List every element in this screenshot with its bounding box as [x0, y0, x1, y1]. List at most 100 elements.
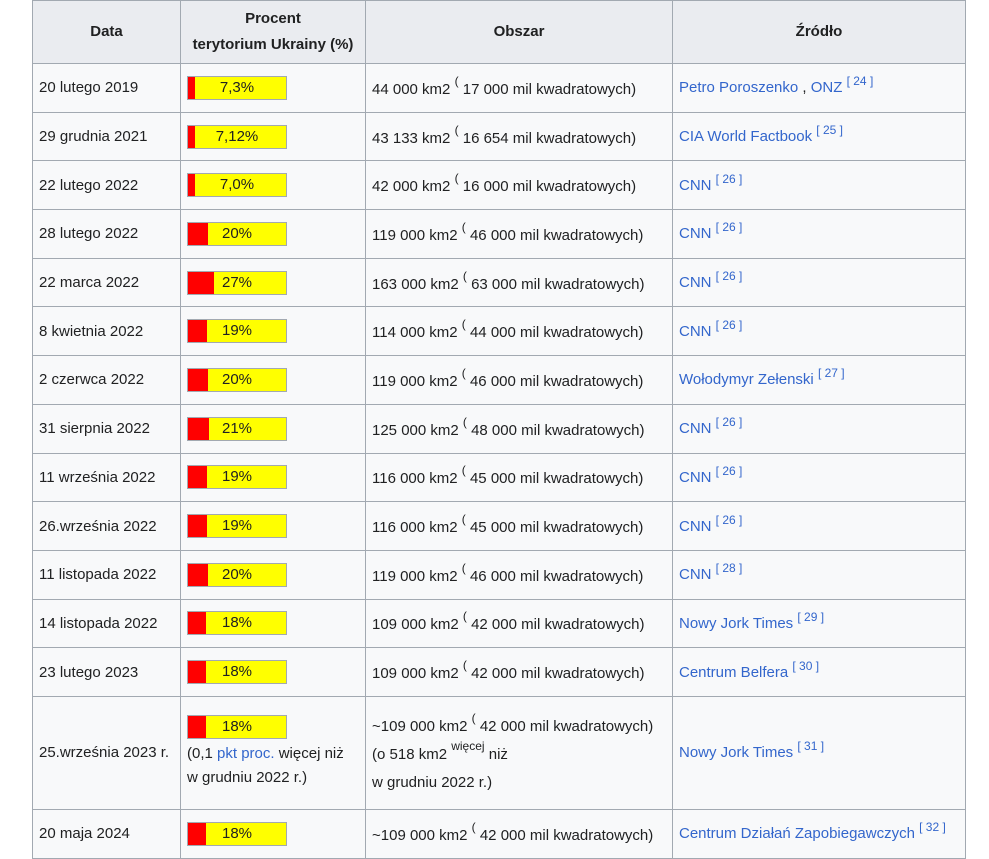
source-link[interactable]: CIA World Factbook	[679, 128, 813, 146]
date-cell: 20 maja 2024	[32, 808, 181, 859]
area-line3: w grudniu 2022 r.)	[372, 774, 493, 792]
percent-bar-label: 20%	[221, 565, 253, 583]
date-cell: 14 listopada 2022	[32, 598, 181, 649]
reference-link[interactable]: [ 26 ]	[715, 269, 743, 284]
reference-link[interactable]: [ 27 ]	[817, 366, 845, 381]
percent-cell: 18%	[180, 598, 366, 649]
percent-bar-label: 27%	[221, 273, 253, 291]
date-cell: 31 sierpnia 2022	[32, 403, 181, 454]
percent-bar-label: 20%	[221, 224, 253, 242]
source-link[interactable]: Wołodymyr Zełenski	[679, 371, 814, 389]
reference-link[interactable]: [ 31 ]	[797, 739, 825, 754]
area-km2: ~109 000 km2	[372, 718, 468, 736]
table-row: 26.września 2022 19% 116 000 km2 ( 45 000 …	[32, 501, 966, 551]
source-cell: CNN [ 26 ]	[672, 452, 966, 503]
source-link[interactable]: Nowy Jork Times	[679, 614, 794, 632]
date-cell: 26.września 2022	[32, 501, 181, 551]
reference-link[interactable]: [ 26 ]	[715, 415, 743, 430]
source-link[interactable]: Petro Poroszenko	[679, 79, 799, 97]
source-link[interactable]: CNN	[679, 566, 712, 584]
area-paren: (	[462, 609, 467, 624]
percent-bar-fill	[188, 320, 207, 343]
area-km2: 114 000 km2	[372, 324, 458, 342]
area-mi: 42 000 mil kwadratowych)	[479, 826, 654, 844]
percent-bar-fill	[188, 466, 207, 489]
percent-bar-label: 21%	[221, 419, 253, 437]
reference-link[interactable]: [ 32 ]	[919, 820, 946, 835]
header-area[interactable]: Obszar	[365, 0, 673, 64]
area-paren: (	[454, 171, 459, 186]
percent-bar: 18%	[187, 660, 287, 685]
percent-bar-label: 18%	[221, 717, 253, 735]
table-body: 20 lutego 2019 7,3% 44 000 km2 ( 17 000 mi…	[32, 63, 966, 859]
source-cell: CNN [ 26 ]	[672, 257, 966, 308]
area-mi: 42 000 mil kwadratowych)	[471, 616, 645, 634]
note-text-a: (0,1	[187, 744, 218, 762]
source-cell: CNN [ 28 ]	[672, 549, 966, 600]
area-paren: (	[454, 122, 459, 137]
area-cell: 44 000 km2 ( 17 000 mil kwadratowych)	[365, 63, 673, 113]
source-link[interactable]: CNN	[679, 322, 712, 340]
percent-bar: 7,3%	[187, 75, 287, 100]
reference-link[interactable]: [ 26 ]	[715, 317, 743, 332]
percent-bar-label: 7,12%	[215, 127, 259, 145]
percent-bar: 7,0%	[187, 173, 287, 198]
area-mi: 46 000 mil kwadratowych)	[469, 226, 644, 244]
area-cell: 109 000 km2 ( 42 000 mil kwadratowych)	[365, 647, 673, 697]
area-mi: 48 000 mil kwadratowych)	[471, 421, 645, 439]
area-mi: 46 000 mil kwadratowych)	[469, 567, 644, 585]
source-cell: Centrum Belfera [ 30 ]	[672, 647, 966, 697]
date-cell: 11 listopada 2022	[32, 549, 181, 600]
source-cell: CIA World Factbook [ 25 ]	[672, 111, 966, 162]
reference-link[interactable]: [ 25 ]	[816, 123, 843, 138]
area-cell: 125 000 km2 ( 48 000 mil kwadratowych)	[365, 403, 673, 454]
source-link[interactable]: CNN	[679, 468, 712, 486]
source-link[interactable]: CNN	[679, 274, 712, 292]
reference-link[interactable]: [ 29 ]	[797, 609, 825, 624]
percent-cell: 7,0%	[180, 160, 366, 211]
date-cell: 20 lutego 2019	[32, 63, 181, 113]
source-link[interactable]: Nowy Jork Times	[679, 744, 794, 762]
reference-link[interactable]: [ 26 ]	[715, 463, 743, 478]
reference-link[interactable]: [ 26 ]	[715, 171, 743, 186]
area-paren: (	[471, 819, 476, 834]
percent-cell: 20%	[180, 355, 366, 405]
area-cell: ~109 000 km2 ( 42 000 mil kwadratowych) …	[365, 695, 673, 810]
source-link[interactable]: CNN	[679, 225, 712, 243]
reference-link[interactable]: [ 24 ]	[846, 74, 874, 89]
percent-bar: 20%	[187, 221, 287, 246]
date-cell: 23 lutego 2023	[32, 647, 181, 697]
area-paren: (	[461, 365, 466, 380]
area-paren: (	[462, 414, 467, 429]
reference-link[interactable]: [ 26 ]	[715, 220, 743, 235]
area-mi: 45 000 mil kwadratowych)	[469, 470, 644, 488]
percent-cell: 7,3%	[180, 63, 366, 113]
source-link[interactable]: CNN	[679, 176, 712, 194]
percent-bar-label: 7,0%	[219, 176, 255, 194]
source-link-2[interactable]: ONZ	[810, 79, 843, 97]
reference-link[interactable]: [ 26 ]	[715, 512, 743, 527]
area-paren: (	[461, 463, 466, 478]
source-link[interactable]: CNN	[679, 420, 712, 438]
header-percent[interactable]: Procent terytorium Ukrainy (%)	[180, 0, 366, 64]
table-row: 11 września 2022 19% 116 000 km2 ( 45 000 …	[32, 452, 966, 503]
percent-cell: 27%	[180, 257, 366, 308]
percent-cell: 19%	[180, 452, 366, 503]
reference-link[interactable]: [ 28 ]	[715, 561, 743, 576]
source-cell: Centrum Działań Zapobiegawczych [ 32 ]	[672, 808, 966, 859]
source-link[interactable]: CNN	[679, 517, 712, 535]
area-paren: (	[461, 317, 466, 332]
header-date[interactable]: Data	[32, 0, 181, 64]
table-row-last: 20 maja 2024 18% ~109 000 km2 ( 42 000 m…	[32, 808, 966, 859]
header-source[interactable]: Źródło	[672, 0, 966, 64]
area-line2-a: (o 518 km2	[372, 746, 448, 764]
source-link[interactable]: Centrum Belfera	[679, 663, 789, 681]
reference-link[interactable]: [ 30 ]	[792, 658, 820, 673]
pkt-proc-link[interactable]: pkt proc.	[217, 744, 275, 762]
area-cell: 163 000 km2 ( 63 000 mil kwadratowych)	[365, 257, 673, 308]
percent-bar-label: 7,3%	[219, 78, 255, 96]
area-mi: 42 000 mil kwadratowych)	[479, 718, 654, 736]
area-line1: ~109 000 km2 ( 42 000 mil kwadratowych)	[372, 711, 666, 737]
table-row: 20 lutego 2019 7,3% 44 000 km2 ( 17 000 mi…	[32, 63, 966, 113]
source-link[interactable]: Centrum Działań Zapobiegawczych	[679, 825, 915, 843]
